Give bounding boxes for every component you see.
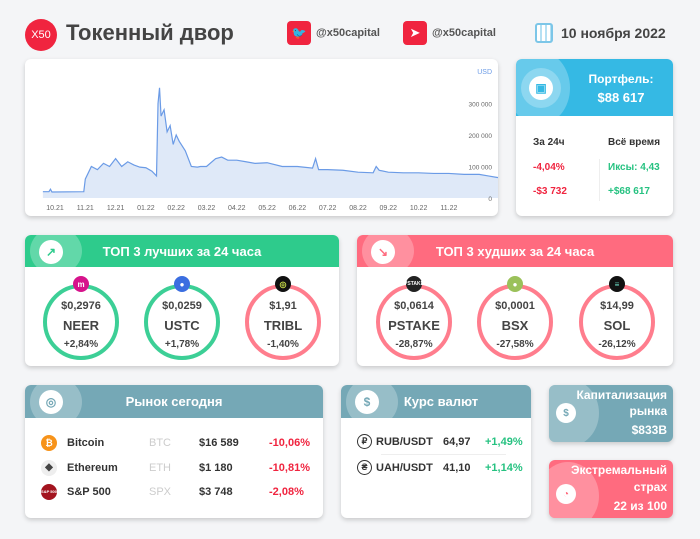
portfolio-card: ▣ Портфель: $88 617 За 24ч Всё время -4,… (516, 59, 673, 216)
x-tick-label: 08.22 (349, 205, 367, 212)
ruble-icon: ₽ (357, 434, 372, 449)
twitter-handle[interactable]: @x50capital (316, 27, 380, 39)
neer-logo: m (73, 276, 89, 292)
y-tick-label: 300 000 (469, 102, 493, 109)
x-tick-label: 12.21 (107, 205, 125, 212)
coin-ustc[interactable]: ● $0,0259 USTC +1,78% (144, 276, 220, 360)
best-title: ТОП 3 лучших за 24 часа (102, 243, 262, 259)
gauge-icon: ◔ (556, 484, 576, 504)
chart-up-icon: ↗ (39, 240, 63, 264)
briefcase-icon: ▣ (529, 76, 553, 100)
y-tick-label: 100 000 (469, 165, 493, 172)
coin-tribl[interactable]: ◎ $1,91 TRIBL -1,40% (245, 276, 321, 360)
portfolio-title: Портфель: (588, 72, 654, 86)
chart-area (42, 87, 498, 198)
market-card: Рынок сегодня ◎ ₿ Bitcoin BTC $16 589 -10,0… (25, 385, 323, 518)
x-tick-label: 11.21 (77, 205, 94, 212)
sol-logo: ≡ (609, 276, 625, 292)
x-all: Иксы: 4,43 (608, 162, 660, 173)
cap-title-2: рынка (629, 404, 667, 418)
coin-sol[interactable]: ≡ $14,99 SOL -26,12% (579, 276, 655, 360)
fx-row[interactable]: ₴ UAH/USDT 41,10 +1,14% (357, 460, 527, 475)
top-worst-card: ТОП 3 худших за 24 часа ↘ PSTAKE $0,0614 P… (357, 235, 673, 366)
portfolio-chart: 10.21 11.21 12.21 01.22 02.22 03.22 04.22 05.22… (25, 59, 498, 216)
y-tick-label: 200 000 (469, 133, 493, 140)
calendar-icon (535, 23, 553, 43)
chart-svg: 10.21 11.21 12.21 01.22 02.22 03.22 04.22 05.22… (42, 69, 498, 212)
chart-line (42, 87, 498, 193)
telegram-handle[interactable]: @x50capital (432, 27, 496, 39)
x-tick-label: 11.22 (440, 205, 457, 212)
fx-card: Курс валют $ ₽ RUB/USDT 64,97 +1,49% ₴ UAH/U… (341, 385, 531, 518)
x-tick-label: 05.22 (258, 205, 276, 212)
pct-24h: -4,04% (533, 162, 565, 173)
fear-greed-card: ◔ Экстремальный страх 22 из 100 (549, 460, 673, 518)
date: 10 ноября 2022 (561, 25, 666, 41)
cap-value: $833B (631, 423, 667, 437)
fear-value: 22 из 100 (613, 499, 667, 513)
sp500-icon: S&P 500 (41, 484, 57, 500)
x-tick-label: 01.22 (137, 205, 155, 212)
x-tick-label: 06.22 (289, 205, 307, 212)
bsx-logo: ● (507, 276, 523, 292)
fear-title-1: Экстремальный (570, 463, 667, 477)
ethereum-icon: ◆ (41, 460, 57, 476)
money-bag-icon: $ (556, 403, 576, 423)
x-tick-label: 10.21 (46, 205, 64, 212)
cap-title-1: Капитализация (576, 388, 667, 402)
fx-title: Курс валют (403, 394, 479, 409)
market-row[interactable]: ₿ Bitcoin BTC $16 589 -10,06% (41, 435, 311, 451)
coin-pstake[interactable]: PSTAKE $0,0614 PSTAKE -28,87% (376, 276, 452, 360)
x-tick-label: 02.22 (167, 205, 185, 212)
page-title: Токенный двор (66, 20, 234, 45)
tribl-logo: ◎ (275, 276, 291, 292)
pstake-logo: PSTAKE (404, 276, 424, 292)
x-tick-label: 09.22 (380, 205, 398, 212)
fear-title-2: страх (633, 480, 667, 494)
twitter-icon[interactable]: 🐦 (287, 21, 311, 45)
hryvnia-icon: ₴ (357, 460, 372, 475)
unit-label: USD (477, 69, 492, 76)
x-tick-label: 04.22 (228, 205, 246, 212)
market-title: Рынок сегодня (125, 394, 223, 409)
market-cap-card: $ Капитализация рынка $833B (549, 385, 673, 442)
x-tick-label: 03.22 (198, 205, 216, 212)
market-row[interactable]: ◆ Ethereum ETH $1 180 -10,81% (41, 460, 311, 476)
x-tick-label: 10.22 (410, 205, 428, 212)
chart-down-icon: ↘ (371, 240, 395, 264)
fx-row[interactable]: ₽ RUB/USDT 64,97 +1,49% (357, 434, 527, 449)
telegram-icon[interactable]: ➤ (403, 21, 427, 45)
worst-title: ТОП 3 худших за 24 часа (435, 243, 595, 259)
top-best-card: ТОП 3 лучших за 24 часа ↗ m $0,2976 NEER +2… (25, 235, 339, 366)
logo: X50 (25, 19, 57, 51)
x-tick-label: 07.22 (319, 205, 337, 212)
col-all-label: Всё время (608, 137, 661, 148)
ustc-logo: ● (174, 276, 190, 292)
y-tick-label: 0 (488, 196, 492, 203)
bitcoin-icon: ₿ (41, 435, 57, 451)
globe-icon: ◎ (39, 390, 63, 414)
coin-neer[interactable]: m $0,2976 NEER +2,84% (43, 276, 119, 360)
market-row[interactable]: S&P 500 S&P 500 SPX $3 748 -2,08% (41, 484, 304, 500)
coin-bsx[interactable]: ● $0,0001 BSX -27,58% (477, 276, 553, 360)
portfolio-value: $88 617 (597, 90, 645, 105)
usd-all: +$68 617 (608, 186, 650, 197)
exchange-icon: $ (355, 390, 379, 414)
usd-24h: -$3 732 (533, 186, 567, 197)
col-24h-label: За 24ч (533, 137, 565, 148)
